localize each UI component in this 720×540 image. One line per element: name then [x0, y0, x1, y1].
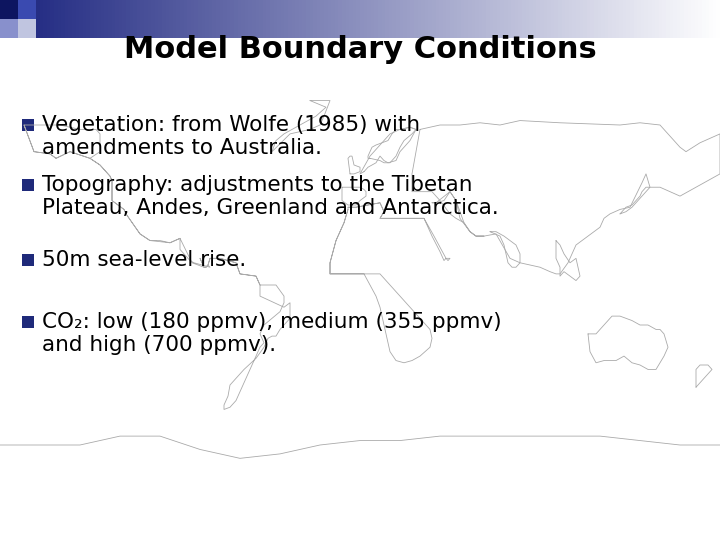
Bar: [22, 316, 34, 328]
Text: CO₂: low (180 ppmv), medium (355 ppmv): CO₂: low (180 ppmv), medium (355 ppmv): [42, 312, 502, 332]
Bar: [22, 119, 34, 131]
Text: Model Boundary Conditions: Model Boundary Conditions: [124, 36, 596, 64]
Text: Vegetation: from Wolfe (1985) with: Vegetation: from Wolfe (1985) with: [42, 115, 420, 135]
Bar: [18, 19, 36, 38]
Bar: [22, 254, 34, 266]
Text: 50m sea-level rise.: 50m sea-level rise.: [42, 250, 246, 270]
Bar: [18, 0, 36, 19]
Bar: [0, 0, 18, 19]
Bar: [22, 179, 34, 191]
Text: and high (700 ppmv).: and high (700 ppmv).: [42, 335, 276, 355]
Text: amendments to Australia.: amendments to Australia.: [42, 138, 322, 158]
Text: Plateau, Andes, Greenland and Antarctica.: Plateau, Andes, Greenland and Antarctica…: [42, 198, 499, 218]
Text: Topography: adjustments to the Tibetan: Topography: adjustments to the Tibetan: [42, 175, 472, 195]
Bar: [0, 19, 18, 38]
